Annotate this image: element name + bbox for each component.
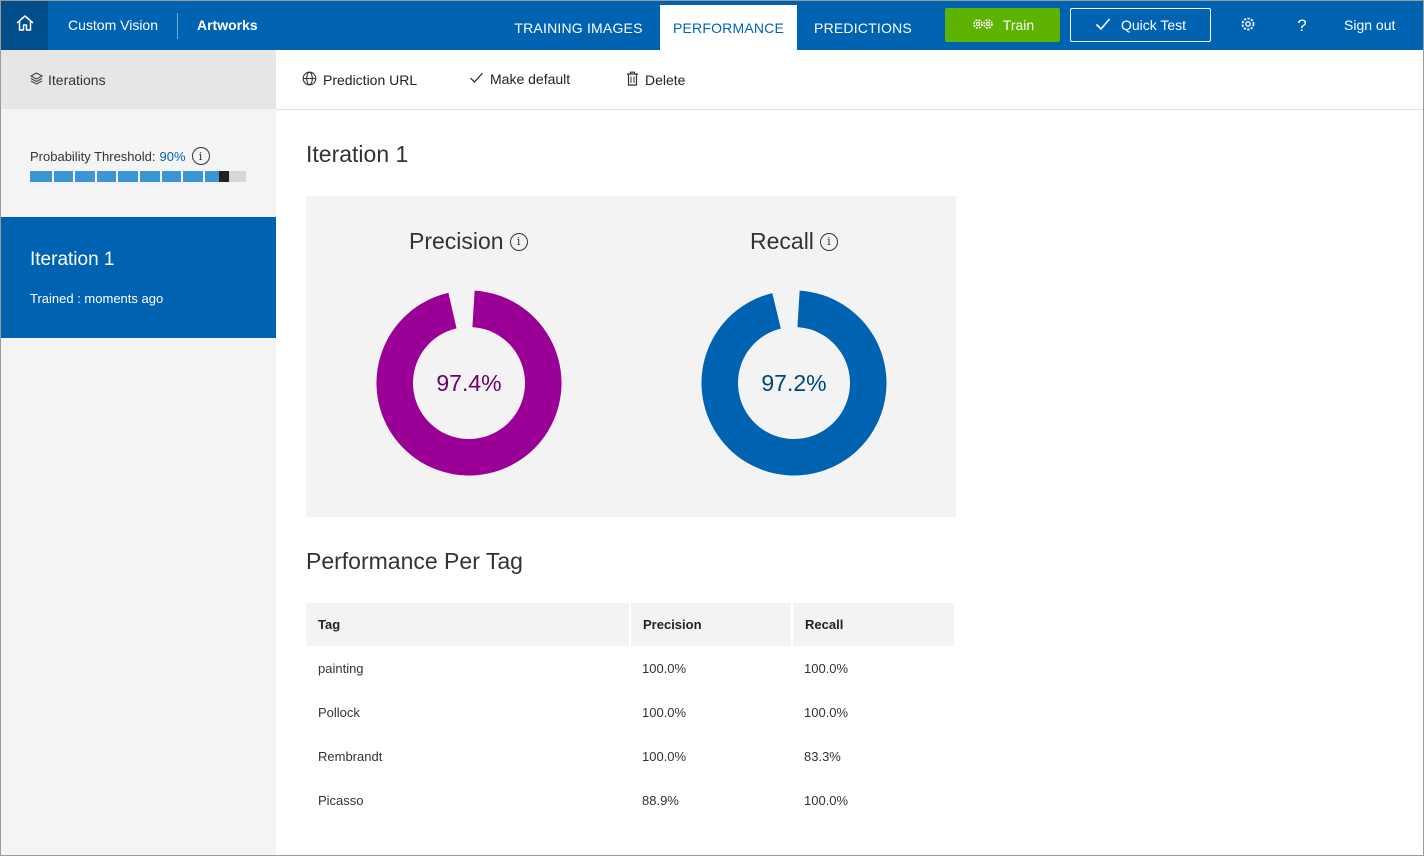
- column-header-precision[interactable]: Precision: [630, 603, 793, 646]
- settings-button[interactable]: [1237, 15, 1259, 37]
- make-default-button[interactable]: Make default: [469, 71, 570, 87]
- tag-cell: painting: [318, 660, 364, 676]
- help-button[interactable]: ?: [1291, 15, 1313, 37]
- metrics-panel: Precision i 97.4% Recall i 97.2%: [306, 196, 956, 517]
- recall-heading: Recall i: [750, 228, 838, 255]
- tab-training-images[interactable]: TRAINING IMAGES: [514, 19, 643, 36]
- precision-cell: 100.0%: [642, 660, 687, 676]
- slider-tick: [95, 171, 97, 182]
- precision-value: 97.4%: [436, 369, 502, 396]
- project-name[interactable]: Artworks: [197, 17, 258, 33]
- page-title: Iteration 1: [306, 141, 409, 167]
- trash-icon: [626, 71, 639, 89]
- precision-heading: Precision i: [409, 228, 528, 255]
- quick-test-button[interactable]: Quick Test: [1070, 8, 1211, 42]
- train-label: Train: [1002, 17, 1035, 33]
- iteration-name: Iteration 1: [30, 249, 115, 270]
- probability-threshold: Probability Threshold: 90% i: [30, 147, 210, 165]
- gear-icon: [1239, 15, 1257, 38]
- precision-cell: 100.0%: [642, 704, 687, 720]
- iterations-sidebar: Iterations Probability Threshold: 90% i …: [1, 50, 276, 855]
- layers-icon: [29, 71, 44, 88]
- slider-tick: [160, 171, 162, 182]
- slider-tick: [181, 171, 183, 182]
- performance-per-tag-title: Performance Per Tag: [306, 548, 523, 574]
- prediction-url-label: Prediction URL: [323, 72, 418, 88]
- gears-icon: [971, 16, 995, 35]
- iterations-header: Iterations: [1, 50, 276, 109]
- column-header-tag[interactable]: Tag: [306, 603, 631, 646]
- threshold-label: Probability Threshold:: [30, 148, 156, 164]
- help-icon: ?: [1297, 16, 1307, 35]
- recall-label: Recall: [750, 228, 814, 254]
- make-default-label: Make default: [490, 71, 571, 87]
- tag-cell: Pollock: [318, 704, 360, 720]
- threshold-slider[interactable]: [30, 171, 246, 182]
- table-row: Pollock 100.0% 100.0%: [306, 690, 954, 734]
- train-button[interactable]: Train: [945, 8, 1060, 42]
- precision-cell: 100.0%: [642, 748, 687, 764]
- tab-predictions[interactable]: PREDICTIONS: [814, 19, 912, 36]
- quick-test-label: Quick Test: [1120, 17, 1187, 33]
- delete-label: Delete: [645, 72, 686, 88]
- recall-cell: 100.0%: [804, 792, 849, 808]
- recall-cell: 100.0%: [804, 704, 849, 720]
- column-header-recall[interactable]: Recall: [792, 603, 954, 646]
- tab-performance[interactable]: PERFORMANCE: [660, 5, 797, 50]
- checkmark-icon: [1095, 17, 1111, 34]
- table-header-row: Tag Precision Recall: [306, 603, 954, 646]
- delete-button[interactable]: Delete: [626, 71, 685, 89]
- table-row: Rembrandt 100.0% 83.3%: [306, 734, 954, 778]
- checkmark-icon: [469, 71, 484, 87]
- slider-fill: [30, 171, 219, 182]
- info-icon[interactable]: i: [509, 232, 528, 251]
- home-icon: [15, 13, 35, 38]
- table-row: painting 100.0% 100.0%: [306, 646, 954, 690]
- brand-divider: [177, 13, 178, 39]
- iterations-header-label: Iterations: [48, 71, 106, 88]
- threshold-value: 90%: [159, 148, 186, 164]
- tag-cell: Rembrandt: [318, 748, 383, 764]
- slider-tick: [52, 171, 54, 182]
- performance-per-tag-table: Tag Precision Recall painting 100.0% 100…: [306, 603, 954, 822]
- precision-cell: 88.9%: [642, 792, 679, 808]
- slider-tick: [73, 171, 75, 182]
- precision-arc: [376, 290, 562, 476]
- sign-out-link[interactable]: Sign out: [1344, 17, 1396, 33]
- recall-value: 97.2%: [761, 369, 827, 396]
- table-row: Picasso 88.9% 100.0%: [306, 778, 954, 822]
- recall-arc: [701, 290, 887, 476]
- recall-cell: 83.3%: [804, 748, 841, 764]
- globe-icon: [302, 71, 317, 89]
- brand-link[interactable]: Custom Vision: [68, 17, 159, 33]
- iteration-toolbar: Prediction URL Make default Delete: [276, 50, 1423, 110]
- slider-tick: [138, 171, 140, 182]
- iteration-trained-status: Trained : moments ago: [30, 291, 164, 306]
- info-icon[interactable]: i: [191, 147, 210, 165]
- top-navigation-bar: Custom Vision Artworks TRAINING IMAGES P…: [1, 1, 1423, 50]
- recall-donut-chart: [701, 290, 887, 476]
- iteration-list-item[interactable]: Iteration 1 Trained : moments ago: [1, 217, 276, 338]
- home-button[interactable]: [1, 1, 48, 50]
- prediction-url-button[interactable]: Prediction URL: [302, 71, 417, 89]
- slider-tick: [203, 171, 205, 182]
- info-icon[interactable]: i: [819, 232, 838, 251]
- slider-handle[interactable]: [219, 171, 229, 182]
- precision-label: Precision: [409, 228, 504, 254]
- tag-cell: Picasso: [318, 792, 364, 808]
- slider-tick: [116, 171, 118, 182]
- recall-cell: 100.0%: [804, 660, 849, 676]
- precision-donut-chart: [376, 290, 562, 476]
